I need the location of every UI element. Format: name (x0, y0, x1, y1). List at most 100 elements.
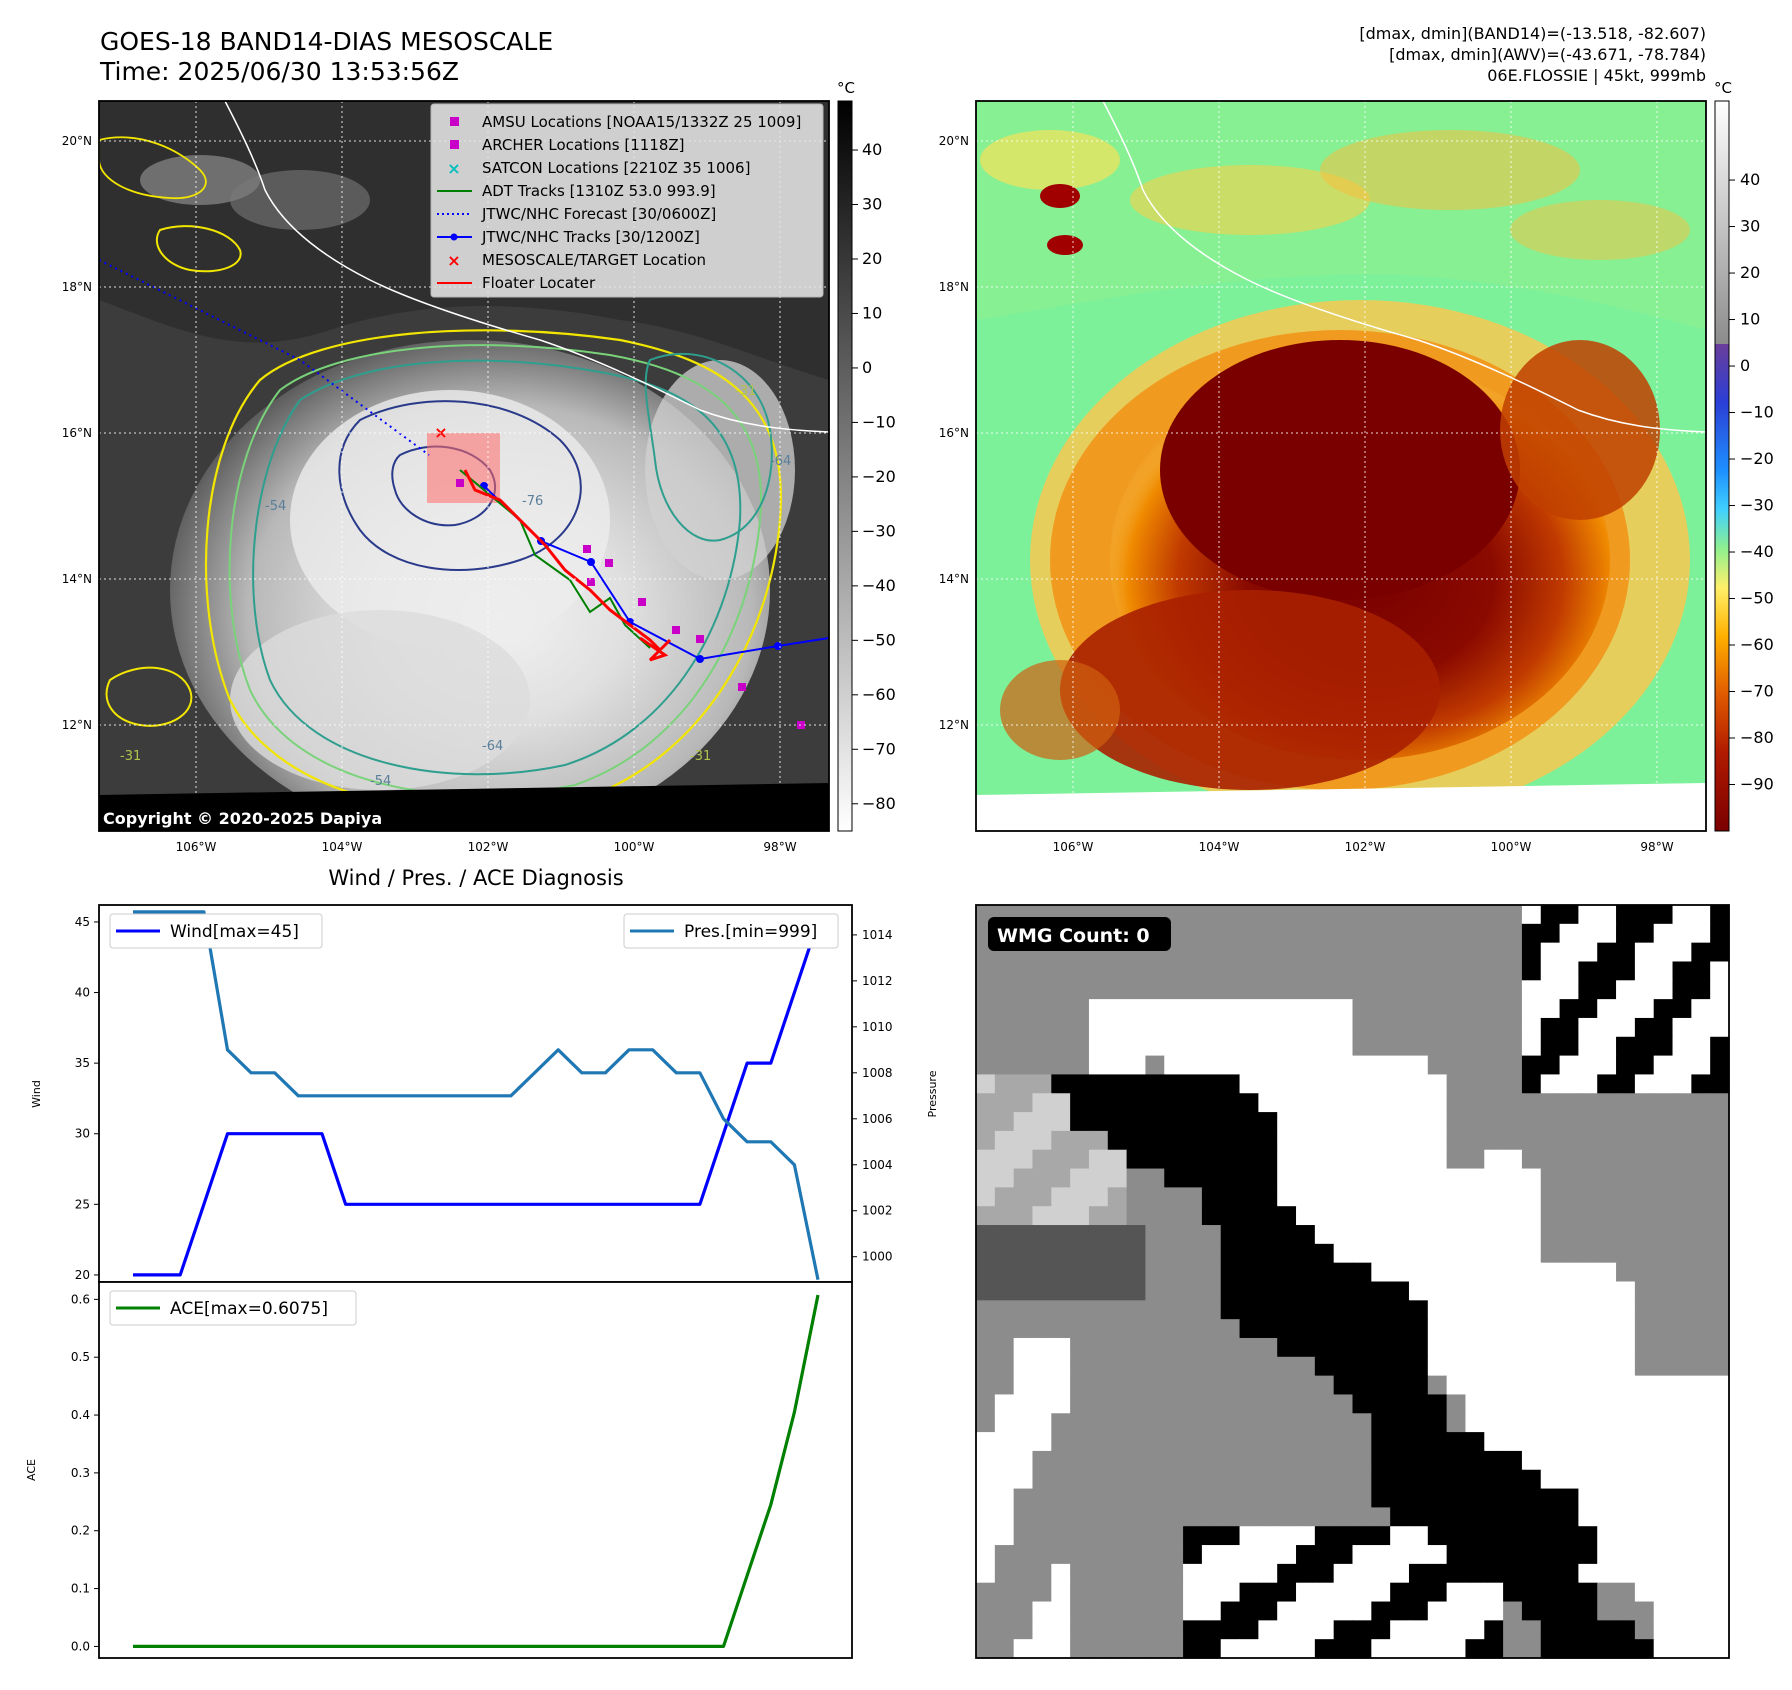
colorbar-tick-label: −90 (1740, 775, 1774, 794)
contour-label: -31 (120, 749, 141, 764)
contour-label: -31 (690, 749, 711, 764)
legend-label: ADT Tracks [1310Z 53.0 993.9] (482, 182, 716, 200)
contour-label: -64 (482, 739, 503, 754)
colorbar-tick-label: −30 (862, 521, 896, 540)
axis-tick-label: 35 (75, 1056, 90, 1070)
band14-range: [dmax, dmin](BAND14)=(-13.518, -82.607) (1359, 24, 1706, 43)
colorbar-tick-label: −60 (862, 685, 896, 704)
axis-tick-label: 1004 (862, 1158, 893, 1172)
ace-series-line (133, 1294, 820, 1649)
legend-label: ARCHER Locations [1118Z] (482, 136, 685, 154)
axis-tick-label: 0.6 (71, 1292, 90, 1306)
colorbar-tick-label: −60 (1740, 635, 1774, 654)
legend-item: ARCHER Locations [1118Z] (450, 136, 685, 154)
axis-tick-label: 45 (75, 915, 90, 929)
lon-tick: 98°W (1640, 840, 1673, 854)
wind-legend: Wind[max=45] (109, 913, 323, 949)
wind-legend-label: Wind[max=45] (170, 922, 299, 942)
figure-timestamp: Time: 2025/06/30 13:53:56Z (99, 57, 459, 86)
legend-item: × MESOSCALE/TARGET Location (447, 251, 706, 270)
lon-tick: 100°W (1491, 840, 1532, 854)
colorbar-tick-label: −40 (1740, 542, 1774, 561)
pressure-legend: Pres.[min=999] (623, 913, 839, 949)
diagnosis-panel: Wind / Pres. / ACE Diagnosis 45 40 35 30 25 2… (25, 866, 939, 1659)
contour-label: -31 (735, 384, 756, 399)
lon-tick: 106°W (1053, 840, 1094, 854)
lat-tick: 16°N (62, 426, 92, 440)
axis-tick-label: 0.1 (71, 1582, 90, 1596)
colorbar-tick-label: −10 (1740, 403, 1774, 422)
colorbar-unit: °C (837, 79, 855, 97)
axis-tick-label: 1002 (862, 1204, 893, 1218)
colorbar-tick-label: 10 (1740, 310, 1760, 329)
awv-range: [dmax, dmin](AWV)=(-43.671, -78.784) (1389, 45, 1706, 64)
colorbar-tick-label: 30 (862, 195, 882, 214)
legend-item: ADT Tracks [1310Z 53.0 993.9] (437, 182, 716, 200)
colorbar-tick-label: −20 (1740, 449, 1774, 468)
axis-tick-label: 1010 (862, 1020, 893, 1034)
colorbar-tick-label: −70 (1740, 682, 1774, 701)
storm-info: 06E.FLOSSIE | 45kt, 999mb (1487, 66, 1706, 85)
axis-tick-label: 0.4 (71, 1408, 90, 1422)
x-marker-icon: × (447, 251, 460, 270)
colorbar-tick-label: 0 (862, 358, 872, 377)
colorbar-tick-label: 40 (1740, 170, 1760, 189)
lon-tick: 98°W (763, 840, 796, 854)
lat-tick: 20°N (939, 134, 969, 148)
lon-tick: 102°W (468, 840, 509, 854)
square-marker-icon (450, 140, 459, 149)
contour-label: -54 (370, 774, 391, 789)
wmg-panel: WMG Count: 0 (975, 904, 1730, 1659)
figure-title: GOES-18 BAND14-DIAS MESOSCALE (100, 27, 553, 56)
axis-tick-label: 1014 (862, 928, 893, 942)
colorbar-tick-label: −80 (1740, 728, 1774, 747)
ace-axis-label: ACE (25, 1459, 38, 1481)
lat-tick: 20°N (62, 134, 92, 148)
lon-tick: 104°W (1199, 840, 1240, 854)
lat-tick: 12°N (62, 718, 92, 732)
legend-item: JTWC/NHC Forecast [30/0600Z] (437, 205, 716, 223)
axis-tick-label: 1006 (862, 1112, 893, 1126)
axis-tick-label: 40 (75, 986, 90, 1000)
legend-label: MESOSCALE/TARGET Location (482, 251, 706, 269)
ace-legend: ACE[max=0.6075] (109, 1290, 357, 1326)
ace-legend-label: ACE[max=0.6075] (170, 1299, 328, 1319)
axis-tick-label: 0.5 (71, 1350, 90, 1364)
axis-tick-label: 1000 (862, 1250, 893, 1264)
colorbar-tick-label: −10 (862, 412, 896, 431)
contour-label: -54 (265, 499, 286, 514)
legend-label: SATCON Locations [2210Z 35 1006] (482, 159, 750, 177)
wmg-count-label: WMG Count: 0 (997, 925, 1150, 947)
lat-tick: 14°N (939, 572, 969, 586)
colorbar-tick-label: −50 (862, 630, 896, 649)
wind-series-line (133, 921, 820, 1277)
lon-tick: 102°W (1345, 840, 1386, 854)
ir-colorbar: °C 40 30 20 10 0 −10 −20 −30 −40 −50 −60 −70 −80 (837, 79, 896, 832)
pressure-series-line (133, 910, 820, 1281)
colorbar-tick-label: −30 (1740, 496, 1774, 515)
awv-colorbar: °C 40 30 20 10 0 −10 −20 −30 −40 −50 −60 −70 −80 −90 (1714, 79, 1774, 832)
pressure-axis-label: Pressure (926, 1070, 939, 1117)
awv-map-panel: 106°W 104°W 102°W 100°W 98°W 20°N 18°N 1… (939, 100, 1707, 854)
map-legend: AMSU Locations [NOAA15/1332Z 25 1009] ARC… (430, 103, 824, 298)
ir-map-panel: × -76 -64 -54 -31 -31 -64 (62, 100, 830, 854)
legend-label: JTWC/NHC Forecast [30/0600Z] (481, 205, 716, 223)
colorbar-tick-label: −80 (862, 794, 896, 813)
lon-tick: 104°W (322, 840, 363, 854)
legend-item: Floater Locater (437, 274, 596, 292)
colorbar-tick-label: −40 (862, 576, 896, 595)
colorbar-unit: °C (1714, 79, 1732, 97)
legend-item: JTWC/NHC Tracks [30/1200Z] (437, 228, 700, 246)
colorbar-tick-label: 0 (1740, 356, 1750, 375)
lat-tick: 18°N (939, 280, 969, 294)
colorbar-tick-label: −50 (1740, 589, 1774, 608)
axis-tick-label: 0.0 (71, 1639, 90, 1653)
contour-label: -76 (522, 494, 543, 509)
legend-item: × SATCON Locations [2210Z 35 1006] (447, 159, 750, 178)
contour-label: -64 (770, 454, 791, 469)
colorbar-tick-label: 30 (1740, 217, 1760, 236)
wind-axis-label: Wind (30, 1080, 43, 1108)
axis-tick-label: 1012 (862, 974, 893, 988)
lat-tick: 18°N (62, 280, 92, 294)
